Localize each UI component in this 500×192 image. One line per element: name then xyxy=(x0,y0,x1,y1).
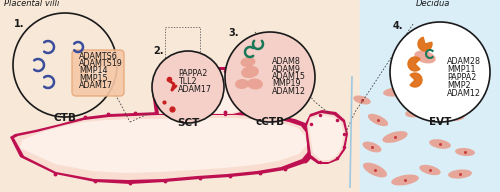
Text: MMP19: MMP19 xyxy=(272,79,300,89)
Text: ADAMTS19: ADAMTS19 xyxy=(79,59,123,68)
Ellipse shape xyxy=(382,131,407,143)
Text: Placental villi: Placental villi xyxy=(4,0,59,8)
Polygon shape xyxy=(152,67,262,114)
Text: ADAM28: ADAM28 xyxy=(447,57,481,66)
Text: 1.: 1. xyxy=(14,19,24,29)
Bar xyxy=(0,0,360,192)
Text: MMP15: MMP15 xyxy=(79,74,108,83)
Ellipse shape xyxy=(414,50,436,64)
Polygon shape xyxy=(10,112,318,184)
Text: cCTB: cCTB xyxy=(256,117,284,127)
Bar xyxy=(360,0,500,192)
Ellipse shape xyxy=(89,67,107,79)
Polygon shape xyxy=(408,57,420,71)
Ellipse shape xyxy=(429,139,451,149)
Text: ADAMTS6: ADAMTS6 xyxy=(79,52,118,61)
Polygon shape xyxy=(305,110,348,164)
Circle shape xyxy=(390,22,490,122)
Ellipse shape xyxy=(241,66,259,78)
FancyBboxPatch shape xyxy=(72,50,124,96)
Text: SCT: SCT xyxy=(177,118,199,128)
Ellipse shape xyxy=(240,57,256,67)
Circle shape xyxy=(225,32,315,122)
Ellipse shape xyxy=(391,175,419,185)
Circle shape xyxy=(152,51,224,123)
Polygon shape xyxy=(307,113,346,162)
Ellipse shape xyxy=(353,95,371,104)
Ellipse shape xyxy=(362,142,382,152)
Text: ADAM15: ADAM15 xyxy=(272,72,306,81)
Text: ADAM12: ADAM12 xyxy=(447,89,481,98)
Text: 4.: 4. xyxy=(393,21,404,31)
Polygon shape xyxy=(309,115,344,160)
Ellipse shape xyxy=(368,114,388,126)
Ellipse shape xyxy=(420,93,440,101)
Ellipse shape xyxy=(247,79,263,89)
Text: PAPPA2: PAPPA2 xyxy=(178,69,208,78)
Text: ADAM9: ADAM9 xyxy=(272,65,301,74)
Text: ADAM8: ADAM8 xyxy=(272,57,301,66)
Text: TLL2: TLL2 xyxy=(178,77,197,86)
Text: EVT: EVT xyxy=(429,117,451,127)
Polygon shape xyxy=(20,118,307,173)
Ellipse shape xyxy=(445,113,465,121)
Polygon shape xyxy=(410,73,422,87)
Text: CTB: CTB xyxy=(54,113,76,123)
Polygon shape xyxy=(14,115,311,180)
Ellipse shape xyxy=(420,165,440,175)
Ellipse shape xyxy=(235,79,249,89)
Text: MMP11: MMP11 xyxy=(447,65,476,74)
Polygon shape xyxy=(160,73,254,113)
Ellipse shape xyxy=(405,107,431,118)
Text: MMP14: MMP14 xyxy=(79,66,108,75)
Text: ADAM17: ADAM17 xyxy=(79,81,113,90)
Circle shape xyxy=(13,13,117,117)
Text: ADAM17: ADAM17 xyxy=(178,85,212,94)
Ellipse shape xyxy=(383,87,407,97)
Polygon shape xyxy=(156,70,258,114)
Ellipse shape xyxy=(363,163,387,177)
Ellipse shape xyxy=(455,148,475,156)
Text: MMP2: MMP2 xyxy=(447,81,470,90)
Text: Decidua: Decidua xyxy=(416,0,450,8)
Text: 2.: 2. xyxy=(153,46,164,56)
Text: PAPPA2: PAPPA2 xyxy=(447,73,476,82)
Polygon shape xyxy=(418,37,432,51)
Ellipse shape xyxy=(448,169,472,179)
Text: ADAM12: ADAM12 xyxy=(272,87,306,96)
Text: 3.: 3. xyxy=(228,28,238,38)
